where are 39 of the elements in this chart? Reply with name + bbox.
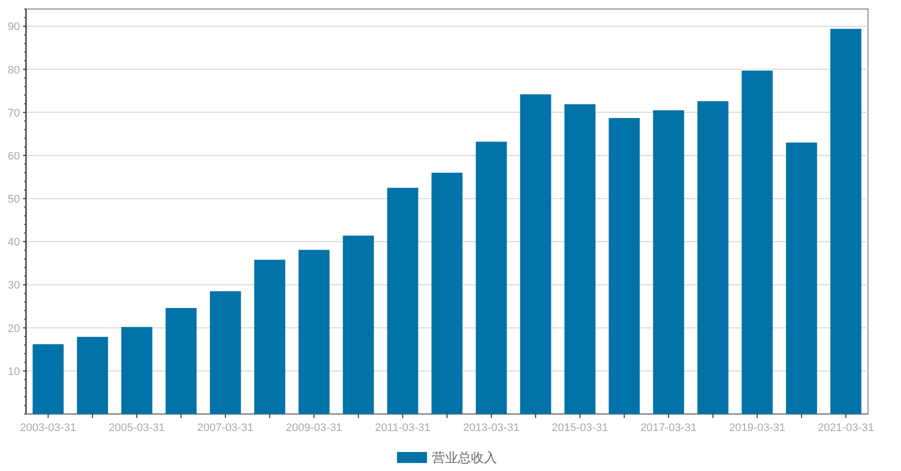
bar xyxy=(742,70,773,414)
bar xyxy=(298,250,330,414)
bar xyxy=(564,104,596,414)
y-tick-label: 80 xyxy=(8,64,20,76)
y-tick-label: 40 xyxy=(8,236,20,249)
bar xyxy=(32,344,64,414)
y-tick-label: 20 xyxy=(8,322,20,335)
bar xyxy=(653,110,684,414)
y-tick-label: 60 xyxy=(8,150,20,162)
bar xyxy=(210,291,241,414)
y-tick-label: 50 xyxy=(8,194,20,206)
x-tick-label: 2007-03-31 xyxy=(197,422,254,434)
bar xyxy=(431,172,463,414)
x-tick-label: 2005-03-31 xyxy=(108,422,165,434)
y-tick-label: 30 xyxy=(8,280,20,292)
x-tick-label: 2021-03-31 xyxy=(818,422,874,434)
bar xyxy=(387,188,418,414)
bar xyxy=(830,28,862,414)
x-tick-label: 2015-03-31 xyxy=(552,422,608,434)
x-tick-label: 2017-03-31 xyxy=(640,422,697,434)
bar xyxy=(342,236,374,414)
bar xyxy=(121,326,152,414)
bar xyxy=(476,142,507,414)
y-tick-label: 70 xyxy=(8,107,20,120)
y-tick-label: 90 xyxy=(8,21,20,34)
bar xyxy=(786,142,818,414)
x-tick-label: 2011-03-31 xyxy=(374,422,430,434)
bar xyxy=(166,308,197,414)
x-tick-label: 2013-03-31 xyxy=(463,422,520,434)
bar xyxy=(254,260,286,414)
x-tick-label: 2003-03-31 xyxy=(20,422,76,434)
bar xyxy=(76,336,108,414)
y-tick-label: 10 xyxy=(8,366,20,378)
bar xyxy=(520,94,552,414)
x-tick-label: 2009-03-31 xyxy=(286,422,342,434)
x-tick-label: 2019-03-31 xyxy=(729,422,786,434)
legend-label: 营业总收入 xyxy=(432,450,497,465)
bar xyxy=(697,101,728,414)
bar xyxy=(608,118,640,414)
